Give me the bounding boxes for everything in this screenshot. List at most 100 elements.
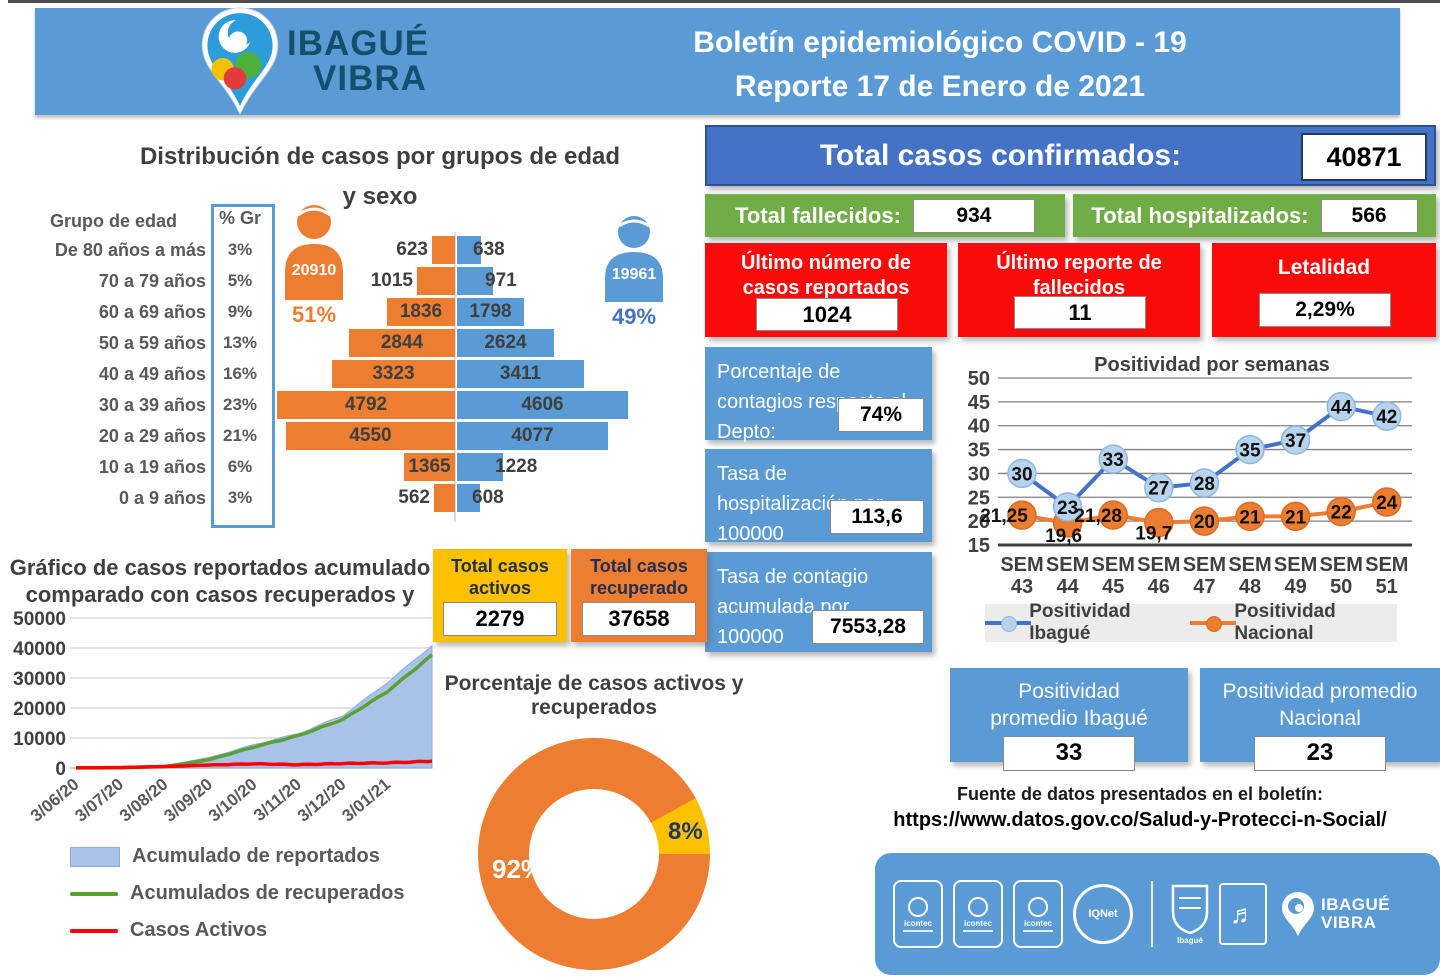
x-tick-label: 3/12/20: [294, 775, 350, 826]
total-confirmados-label: Total casos confirmados:: [819, 138, 1182, 172]
bar-value-female: 4550: [349, 425, 392, 446]
icontec-badge-icon: icontec: [953, 880, 1003, 948]
data-point-marker: [1098, 444, 1128, 474]
total-fallecidos-value: 934: [912, 198, 1035, 233]
legend-item-reportados: Acumulado de reportados: [70, 845, 440, 868]
ibague-vibra-logo-text: IBAGUÉ VIBRA: [287, 26, 429, 96]
pyramid-title: Distribución de casos por grupos de edad: [139, 143, 621, 170]
total-recuperados-value: 37658: [582, 602, 696, 637]
total-hospitalizados-value: 566: [1320, 198, 1418, 233]
y-tick-label: 20: [968, 511, 990, 533]
total-hospitalizados-box: Total hospitalizados: 566: [1073, 194, 1436, 237]
donut-label-recuperados: 92%: [492, 854, 545, 884]
total-activos-box: Total casos activos 2279: [433, 549, 567, 642]
age-group-label: 20 a 29 años: [98, 426, 206, 446]
data-point-label: 21: [1285, 507, 1307, 528]
y-tick-label: 15: [968, 535, 990, 557]
total-hospitalizados-label: Total hospitalizados:: [1091, 202, 1309, 228]
pyramid-bar-female: [434, 484, 455, 512]
pyramid-bar-female: [387, 298, 455, 326]
letalidad-box: Letalidad 2,29%: [1212, 243, 1436, 337]
bar-value-female: 2844: [380, 332, 424, 353]
pyramid-bar-male: [457, 267, 493, 295]
age-group-percent: 13%: [222, 333, 258, 352]
footer-brand-text: IBAGUÉ VIBRA: [1321, 896, 1390, 932]
bar-value-male: 4606: [521, 394, 564, 415]
footer-logos-bar: icontec icontec icontec IQNet Ibagué ♬ I…: [875, 853, 1440, 975]
donut-label-activos: 8%: [668, 818, 703, 845]
y-tick-label: 50: [968, 370, 990, 390]
positivity-legend: Positividad Ibagué Positividad Nacional: [985, 601, 1397, 644]
pyramid-bar-female: [277, 391, 455, 419]
bulletin-title-line2: Reporte 17 de Enero de 2021: [734, 69, 1146, 103]
page-top-rule: [8, 0, 1440, 3]
x-tick-label: 45: [1102, 576, 1124, 598]
positividad-ibague-box: Positividad promedio Ibagué 33: [950, 668, 1188, 771]
pyramid-bar-male: [457, 360, 584, 388]
y-tick-label: 45: [968, 392, 990, 414]
x-tick-label: SEM: [1183, 554, 1226, 576]
data-point-marker: [1098, 500, 1128, 530]
data-point-marker: [1007, 458, 1037, 489]
letalidad-value: 2,29%: [1259, 293, 1391, 327]
alcaldia-label: Ibagué: [1177, 935, 1203, 945]
data-point-marker: [1326, 496, 1356, 527]
data-point-marker: [1326, 391, 1356, 422]
total-activos-value: 2279: [443, 602, 557, 637]
ultimo-fallecidos-value: 11: [1014, 296, 1146, 329]
data-point-label: 37: [1285, 431, 1306, 452]
bar-value-male: 638: [473, 239, 505, 260]
age-group-percent: 3%: [227, 240, 253, 259]
bulletin-title: Boletín epidemiológico COVID - 19 Report…: [475, 21, 1405, 108]
source-url[interactable]: https://www.datos.gov.co/Salud-y-Protecc…: [893, 809, 1387, 831]
age-group-percent: 9%: [227, 302, 253, 321]
ibague-vibra-pin-logo-icon: [201, 7, 279, 116]
age-group-label: 10 a 19 años: [98, 457, 206, 477]
y-tick-label: 0: [55, 759, 66, 780]
positividad-ibague-value: 33: [1003, 735, 1135, 771]
tasa-contagio-box: Tasa de contagio acumulada por 100000 75…: [705, 552, 932, 652]
x-tick-label: SEM: [1092, 554, 1135, 576]
data-point-label: 21: [1239, 507, 1261, 528]
pyramid-bar-female: [349, 329, 455, 357]
data-point-label: 20: [1194, 512, 1215, 533]
x-tick-label: 51: [1376, 576, 1398, 598]
age-group-label: 0 a 9 años: [118, 488, 206, 508]
data-point-label: 30: [1011, 464, 1032, 485]
age-group-percent: 21%: [222, 426, 258, 445]
data-point-label: 21,28: [1074, 506, 1122, 527]
female-share: 51%: [291, 302, 337, 327]
pyramid-bar-male: [457, 329, 554, 357]
total-fallecidos-box: Total fallecidos: 934: [705, 194, 1065, 237]
pyramid-bar-male: [457, 453, 503, 481]
y-tick-label: 30000: [13, 669, 66, 690]
reportados-swatch-icon: [70, 846, 120, 867]
conservatorio-music-icon: ♬: [1219, 883, 1267, 945]
legend-item-activos: Casos Activos: [70, 919, 440, 942]
bar-value-male: 608: [472, 487, 504, 508]
ultimo-fallecidos-label: Último reporte de fallecidos: [996, 252, 1162, 299]
data-point-marker: [1189, 468, 1220, 498]
x-tick-label: 3/08/20: [116, 775, 172, 826]
pyramid-bar-male: [457, 298, 524, 326]
percent-column-header: % Gr: [218, 208, 261, 228]
x-tick-label: 47: [1193, 576, 1215, 598]
bar-value-female: 1015: [370, 270, 413, 291]
female-total: 20910: [291, 262, 337, 279]
data-point-marker: [1189, 506, 1220, 536]
recuperados-swatch-icon: [70, 891, 118, 896]
data-point-label: 19,6: [1045, 526, 1082, 547]
positividad-nacional-label: Positividad promedio Nacional: [1222, 680, 1418, 731]
data-point-label: 23: [1057, 498, 1078, 519]
footer-brand: IBAGUÉ VIBRA: [1281, 891, 1390, 937]
data-point-marker: [1144, 472, 1174, 503]
x-tick-label: 3/06/20: [27, 775, 83, 826]
bar-value-female: 4792: [344, 394, 388, 415]
data-point-marker: [1280, 501, 1311, 532]
legend-item-recuperados: Acumulados de recuperados: [70, 882, 440, 905]
x-tick-label: 3/01/21: [338, 775, 394, 826]
ultimo-fallecidos-box: Último reporte de fallecidos 11: [958, 243, 1200, 337]
pyramid-bar-female: [432, 236, 455, 264]
pyramid-bar-male: [457, 391, 628, 419]
